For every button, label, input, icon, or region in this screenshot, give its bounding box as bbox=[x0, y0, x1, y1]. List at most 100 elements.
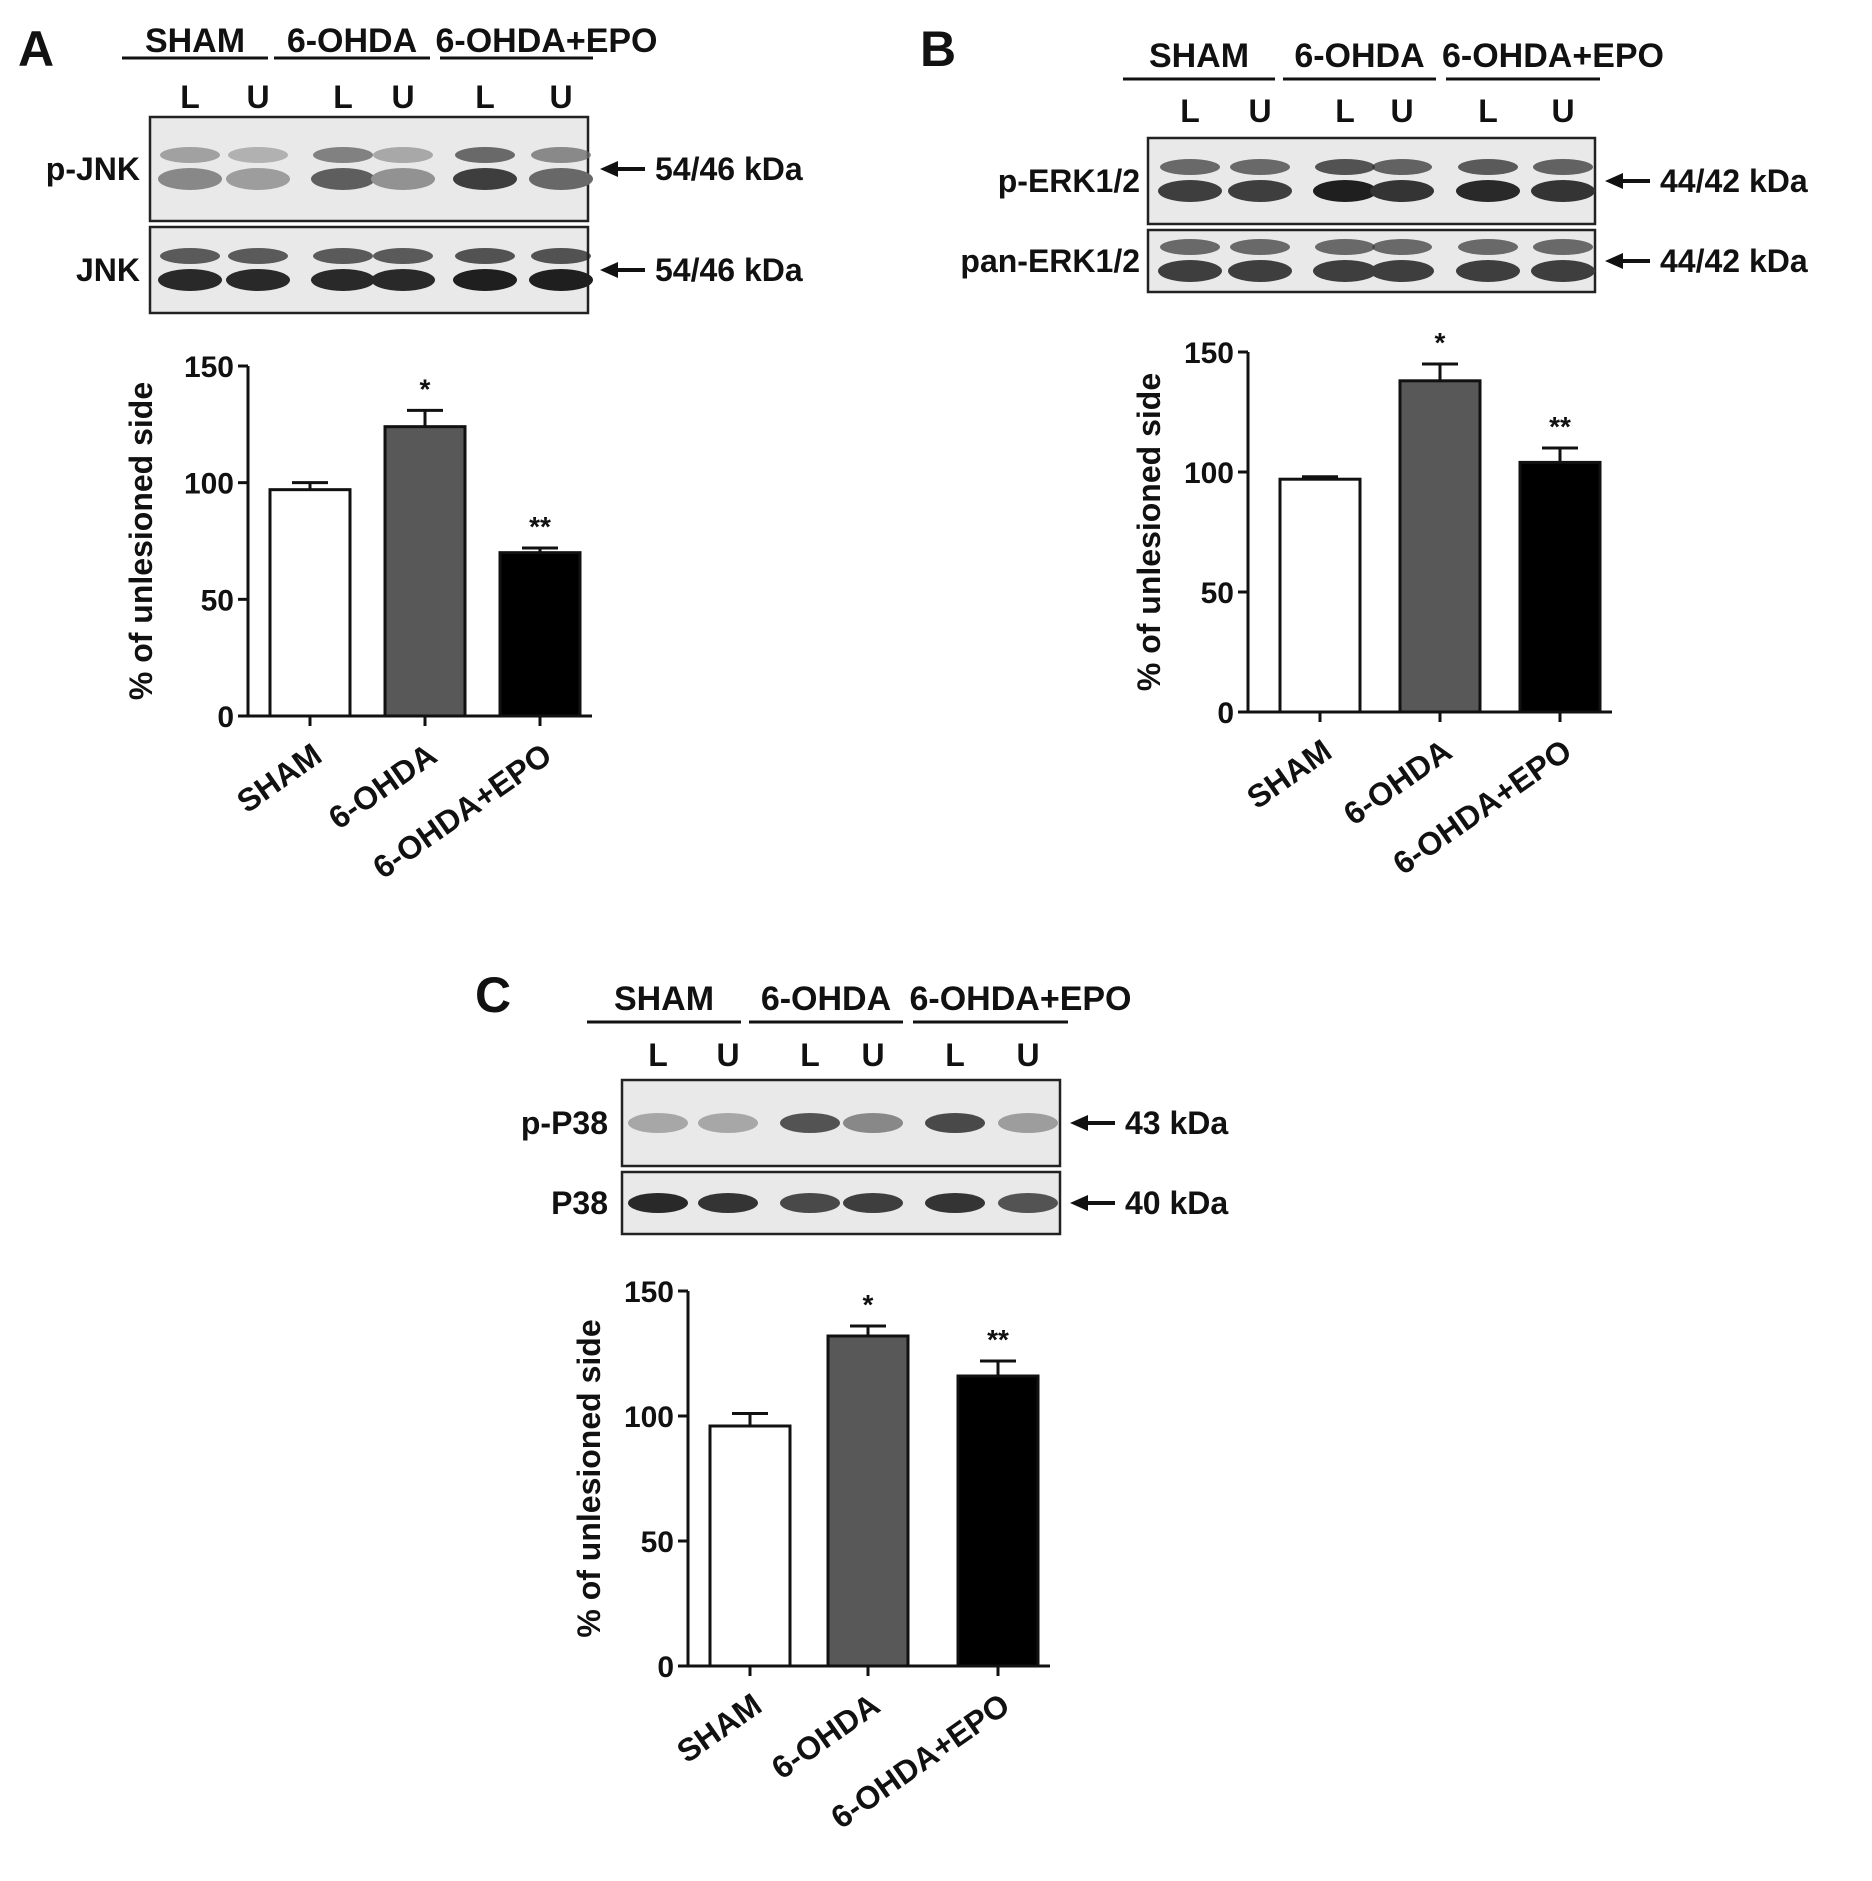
band-upper bbox=[531, 147, 591, 163]
blot-jnk: JNK 54/46 kDa bbox=[76, 225, 803, 315]
band-upper bbox=[1230, 239, 1290, 255]
band-lower bbox=[1456, 180, 1520, 202]
band-upper bbox=[373, 248, 433, 264]
panel-a: A SHAM 6-OHDA 6-OHDA+EPO L U L U L Up-JNK 54/46 kD… bbox=[18, 21, 803, 886]
band-upper bbox=[313, 248, 373, 264]
band bbox=[698, 1193, 758, 1213]
y-tick-label: 0 bbox=[657, 1651, 674, 1684]
y-tick-label: 50 bbox=[1201, 577, 1234, 610]
band-lower bbox=[158, 168, 222, 190]
band-upper bbox=[1372, 239, 1432, 255]
arrowhead-icon bbox=[600, 262, 618, 278]
category-label: SHAM bbox=[230, 736, 328, 820]
band-lower bbox=[371, 269, 435, 291]
lane-label: U bbox=[549, 79, 572, 115]
band-lower bbox=[371, 168, 435, 190]
blot-p-jnk: p-JNK 54/46 kDa bbox=[46, 115, 803, 223]
lane-label: U bbox=[391, 79, 414, 115]
band-upper bbox=[1533, 159, 1593, 175]
lane-label: L bbox=[475, 79, 495, 115]
y-tick-label: 100 bbox=[1184, 457, 1234, 490]
band-upper bbox=[455, 248, 515, 264]
blot-frame bbox=[1146, 136, 1597, 226]
band bbox=[925, 1113, 985, 1133]
band-lower bbox=[1531, 260, 1595, 282]
blot-p38: P38 40 kDa bbox=[551, 1170, 1228, 1236]
lane-label: U bbox=[1551, 93, 1574, 129]
band-upper bbox=[1315, 239, 1375, 255]
kda-label: 54/46 kDa bbox=[655, 252, 803, 288]
blot-frame bbox=[620, 1078, 1062, 1168]
arrowhead-icon bbox=[1070, 1115, 1088, 1131]
band-upper bbox=[1458, 239, 1518, 255]
y-tick-label: 150 bbox=[624, 1276, 674, 1309]
lane-label: L bbox=[945, 1037, 965, 1073]
band-upper bbox=[160, 248, 220, 264]
band bbox=[628, 1193, 688, 1213]
group-label: 6-OHDA+EPO bbox=[910, 980, 1132, 1018]
significance-marker: ** bbox=[1549, 411, 1571, 442]
group-label: 6-OHDA bbox=[287, 22, 417, 60]
band-upper bbox=[1160, 159, 1220, 175]
band bbox=[925, 1193, 985, 1213]
lane-label: U bbox=[246, 79, 269, 115]
band bbox=[628, 1113, 688, 1133]
blot-label: pan-ERK1/2 bbox=[960, 243, 1140, 279]
group-label: 6-OHDA bbox=[1294, 37, 1424, 75]
bar bbox=[708, 1424, 792, 1668]
panel-letter: C bbox=[475, 967, 511, 1023]
band bbox=[843, 1113, 903, 1133]
y-axis-label: % of unlesioned side bbox=[123, 382, 159, 700]
band-lower bbox=[226, 269, 290, 291]
y-tick-label: 50 bbox=[201, 584, 234, 617]
bar bbox=[826, 1334, 910, 1668]
band-upper bbox=[1315, 159, 1375, 175]
blot-label: JNK bbox=[76, 252, 140, 288]
band-lower bbox=[529, 269, 593, 291]
bar bbox=[956, 1374, 1040, 1668]
band bbox=[780, 1113, 840, 1133]
band-lower bbox=[453, 168, 517, 190]
group-label: SHAM bbox=[1149, 37, 1249, 75]
band bbox=[843, 1193, 903, 1213]
y-tick-label: 100 bbox=[184, 468, 234, 501]
band-lower bbox=[1313, 260, 1377, 282]
lane-label: U bbox=[1016, 1037, 1039, 1073]
group-label: SHAM bbox=[614, 980, 714, 1018]
group-label: 6-OHDA bbox=[761, 980, 891, 1018]
significance-marker: * bbox=[1435, 327, 1446, 358]
band-upper bbox=[455, 147, 515, 163]
band-lower bbox=[311, 168, 375, 190]
band-lower bbox=[1370, 180, 1434, 202]
lane-label: L bbox=[648, 1037, 668, 1073]
significance-marker: ** bbox=[987, 1324, 1009, 1355]
kda-label: 44/42 kDa bbox=[1660, 163, 1808, 199]
y-tick-label: 150 bbox=[1184, 337, 1234, 370]
blot-pan-erk1-2: pan-ERK1/2 44/42 kDa bbox=[960, 228, 1808, 294]
band-lower bbox=[1158, 260, 1222, 282]
panel-letter: A bbox=[18, 21, 54, 77]
y-axis-label: % of unlesioned side bbox=[1131, 373, 1167, 691]
blot-frame bbox=[620, 1170, 1062, 1236]
blot-label: p-JNK bbox=[46, 151, 140, 187]
band-upper bbox=[1458, 159, 1518, 175]
band-lower bbox=[1313, 180, 1377, 202]
group-label: 6-OHDA+EPO bbox=[436, 22, 658, 60]
band-upper bbox=[228, 248, 288, 264]
blot-p-p38: p-P38 43 kDa bbox=[521, 1078, 1228, 1168]
bar bbox=[1518, 460, 1602, 714]
lane-label: U bbox=[716, 1037, 739, 1073]
band-lower bbox=[226, 168, 290, 190]
group-label: SHAM bbox=[145, 22, 245, 60]
band-lower bbox=[453, 269, 517, 291]
lane-label: L bbox=[1335, 93, 1355, 129]
band-lower bbox=[1228, 260, 1292, 282]
band-lower bbox=[1228, 180, 1292, 202]
band-upper bbox=[1160, 239, 1220, 255]
lane-label: U bbox=[1390, 93, 1413, 129]
band-upper bbox=[531, 248, 591, 264]
